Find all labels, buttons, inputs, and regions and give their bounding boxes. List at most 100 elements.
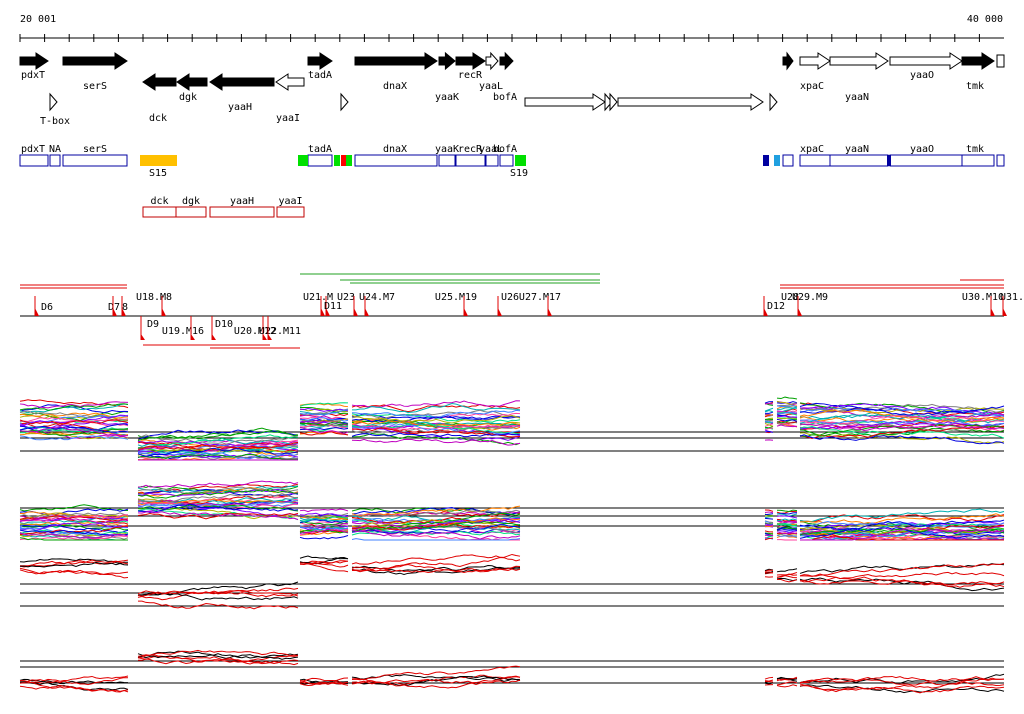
expression-line xyxy=(299,408,349,412)
expression-line xyxy=(299,426,349,434)
site-label: S15 xyxy=(149,168,167,179)
expression-line xyxy=(19,569,129,579)
segment-label: D7 xyxy=(108,302,120,313)
expression-line xyxy=(19,403,129,411)
expression-line xyxy=(799,530,1005,540)
expression-line xyxy=(299,431,349,436)
segment-label: U27.M17 xyxy=(519,292,561,303)
segment-flag xyxy=(191,334,195,340)
expression-line xyxy=(351,424,521,431)
segment-flag xyxy=(263,334,267,340)
segment-label: U24.M7 xyxy=(359,292,395,303)
segment-label: U31.M xyxy=(1000,292,1024,303)
expression-line xyxy=(299,555,349,560)
expression-line xyxy=(19,425,129,433)
expression-line xyxy=(137,498,299,506)
segment-flag xyxy=(212,334,216,340)
expression-line xyxy=(764,407,774,412)
reverse-box xyxy=(276,206,305,218)
expression-line xyxy=(799,412,1005,424)
reverse-label: dgk xyxy=(182,196,200,207)
gene-label: T-box xyxy=(40,116,70,127)
expression-line xyxy=(776,512,798,515)
expression-line xyxy=(799,405,1005,416)
expression-line xyxy=(299,416,349,422)
expression-line xyxy=(299,529,349,535)
annotation-box xyxy=(455,154,486,167)
expression-line xyxy=(776,424,798,428)
expression-line xyxy=(764,420,774,424)
expression-line xyxy=(351,679,521,689)
expression-line xyxy=(776,396,798,400)
annotation-label: yaaK xyxy=(435,144,459,155)
gene-label: bofA xyxy=(493,92,517,103)
expression-line xyxy=(776,681,798,686)
expression-line xyxy=(800,527,1005,541)
annotation-box xyxy=(485,154,499,167)
segment-flag xyxy=(548,308,552,316)
gene-label: yaaL xyxy=(479,81,503,92)
expression-line xyxy=(19,403,129,414)
annotation-box xyxy=(799,154,831,167)
gene-arrow xyxy=(961,52,995,70)
annotation-label: serS xyxy=(83,144,107,155)
terminator xyxy=(604,92,613,112)
expression-line xyxy=(776,420,798,424)
reverse-box xyxy=(142,206,177,218)
expression-line xyxy=(19,419,129,425)
segment-label: D6 xyxy=(41,302,53,313)
gene-arrow xyxy=(524,93,606,111)
reverse-label: yaaH xyxy=(230,196,254,207)
segment-flag xyxy=(268,334,272,340)
segment-flag xyxy=(326,308,330,316)
expression-line xyxy=(137,454,299,461)
segment-flag xyxy=(162,308,166,316)
site-box xyxy=(774,155,780,166)
segment-label: U28 xyxy=(781,292,799,303)
expression-line xyxy=(351,413,521,423)
gene-arrow xyxy=(455,52,486,70)
expression-line xyxy=(799,434,1005,445)
annotation-box xyxy=(49,154,61,167)
segment-flag xyxy=(321,308,325,316)
expression-line xyxy=(764,679,774,682)
annotation-label: recR xyxy=(458,144,483,155)
expression-line xyxy=(137,485,299,494)
expression-line xyxy=(351,556,521,571)
site-box xyxy=(341,155,346,166)
expression-line xyxy=(776,684,798,688)
expression-line xyxy=(799,527,1005,539)
expression-line xyxy=(776,515,798,519)
expression-line xyxy=(19,675,129,683)
annotation-box xyxy=(354,154,438,167)
annotation-box xyxy=(829,154,889,167)
gene-arrow xyxy=(354,52,438,70)
segment-label: U26 xyxy=(501,292,519,303)
expression-line xyxy=(799,519,1005,531)
expression-line xyxy=(799,423,1005,437)
expression-line xyxy=(137,429,299,440)
annotation-label: yaaN xyxy=(845,144,869,155)
expression-line xyxy=(799,576,1005,586)
expression-line xyxy=(799,524,1005,536)
gene-arrow xyxy=(176,73,208,91)
expression-line xyxy=(19,401,129,409)
expression-line xyxy=(799,508,1005,523)
site-box xyxy=(140,155,177,166)
expression-line xyxy=(776,513,798,517)
gene-arrow xyxy=(889,52,963,70)
gene-label: tmk xyxy=(966,81,984,92)
expression-line xyxy=(799,425,1005,439)
expression-line xyxy=(137,447,299,457)
gene-label: tadA xyxy=(308,70,332,81)
segment-label: D9 xyxy=(147,319,159,330)
expression-line xyxy=(776,419,798,424)
expression-line xyxy=(764,537,774,541)
annotation-box xyxy=(19,154,49,167)
segment-label: U29.M9 xyxy=(792,292,828,303)
gene-label: xpaC xyxy=(800,81,824,92)
expression-line xyxy=(299,517,349,523)
expression-line xyxy=(299,508,349,513)
expression-line xyxy=(351,427,521,438)
expression-line xyxy=(799,562,1005,577)
